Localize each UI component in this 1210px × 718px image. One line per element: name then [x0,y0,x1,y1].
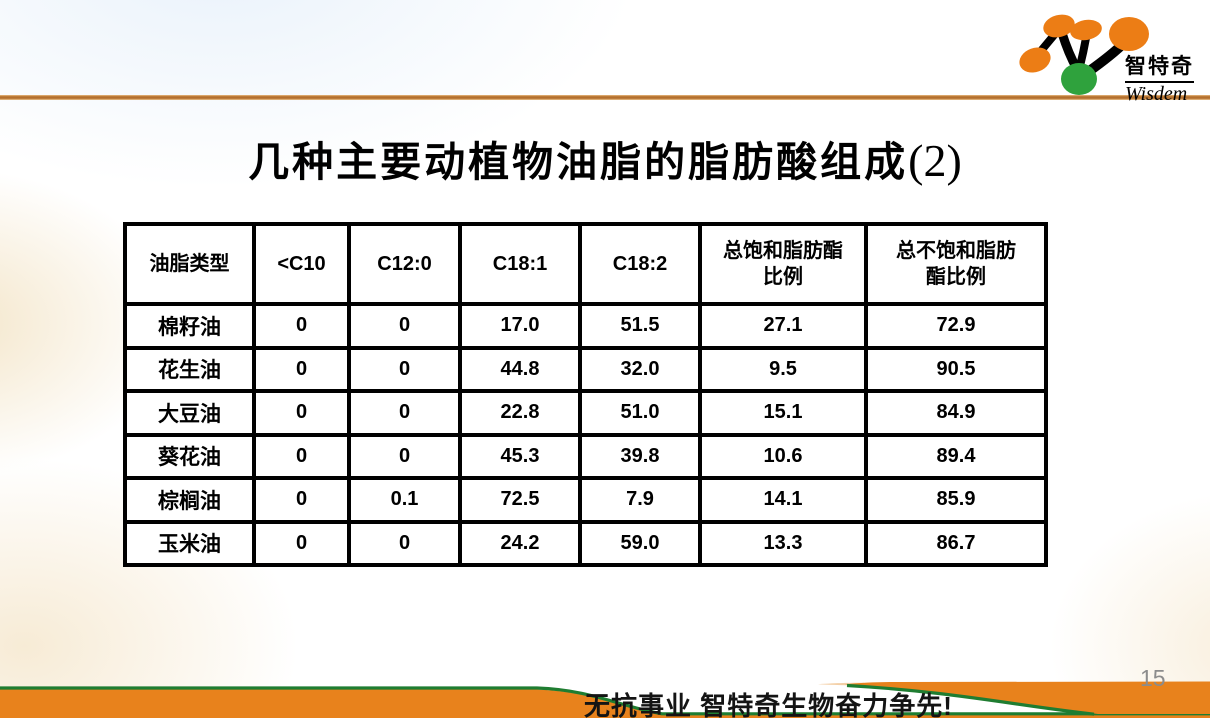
table-row-cottonseed: 棉籽油 0 0 17.0 51.5 27.1 72.9 [123,302,1048,350]
cell-value: 0 [347,432,462,480]
col-header-c18-2: C18:2 [578,222,702,306]
cell-value: 0 [347,302,462,350]
cell-value: 14.1 [698,476,868,524]
cell-oil-name: 玉米油 [123,519,256,567]
col-header-c12: C12:0 [347,222,462,306]
cell-value: 22.8 [458,389,582,437]
cell-value: 89.4 [864,432,1048,480]
cell-value: 0 [347,389,462,437]
cell-value: 72.9 [864,302,1048,350]
table-row-sunflower: 葵花油 0 0 45.3 39.8 10.6 89.4 [123,432,1048,480]
cell-value: 9.5 [698,345,868,393]
col-header-c10: <C10 [252,222,351,306]
header-divider-line [0,95,1210,100]
slide-title-suffix: (2) [908,135,962,186]
footer-banner: 无抗事业 智特奇生物奋力争先! 15 [0,654,1210,718]
cell-value: 84.9 [864,389,1048,437]
cell-value: 7.9 [578,476,702,524]
cell-oil-name: 大豆油 [123,389,256,437]
cell-oil-name: 花生油 [123,345,256,393]
footer-ribbon-graphic [0,681,1210,718]
company-logo: 智特奇 Wisdem [1006,2,1206,105]
cell-value: 27.1 [698,302,868,350]
cell-value: 0 [252,389,351,437]
col-header-oil-type: 油脂类型 [123,222,256,306]
table-header-row: 油脂类型 <C10 C12:0 C18:1 C18:2 总饱和脂肪酯 比例 总不… [123,222,1048,306]
cell-value: 39.8 [578,432,702,480]
cell-value: 44.8 [458,345,582,393]
cell-value: 0 [252,345,351,393]
cell-value: 0 [252,476,351,524]
col-header-saturated-ratio: 总饱和脂肪酯 比例 [698,222,868,306]
cell-value: 0 [252,432,351,480]
cell-value: 13.3 [698,519,868,567]
fatty-acid-composition-table: 油脂类型 <C10 C12:0 C18:1 C18:2 总饱和脂肪酯 比例 总不… [123,222,1048,567]
footer-slogan: 无抗事业 智特奇生物奋力争先! [584,691,953,718]
cell-value: 0.1 [347,476,462,524]
col-header-c18-1: C18:1 [458,222,582,306]
cell-oil-name: 棕榈油 [123,476,256,524]
logo-text: 智特奇 Wisdem [1125,50,1194,106]
cell-value: 51.5 [578,302,702,350]
table-row-peanut: 花生油 0 0 44.8 32.0 9.5 90.5 [123,345,1048,393]
cell-value: 45.3 [458,432,582,480]
logo-molecule-icon [1019,14,1149,95]
cell-value: 72.5 [458,476,582,524]
cell-oil-name: 棉籽油 [123,302,256,350]
cell-value: 10.6 [698,432,868,480]
cell-value: 0 [252,519,351,567]
page-number: 15 [1140,665,1166,691]
col-header-unsaturated-ratio: 总不饱和脂肪 酯比例 [864,222,1048,306]
cell-value: 0 [252,302,351,350]
cell-value: 32.0 [578,345,702,393]
cell-value: 86.7 [864,519,1048,567]
slide-title: 几种主要动植物油脂的脂肪酸组成(2) [0,128,1210,188]
table-row-corn: 玉米油 0 0 24.2 59.0 13.3 86.7 [123,519,1048,567]
table-row-palm: 棕榈油 0 0.1 72.5 7.9 14.1 85.9 [123,476,1048,524]
cell-value: 59.0 [578,519,702,567]
cell-value: 0 [347,519,462,567]
cell-value: 51.0 [578,389,702,437]
cell-oil-name: 葵花油 [123,432,256,480]
table-row-soybean: 大豆油 0 0 22.8 51.0 15.1 84.9 [123,389,1048,437]
cell-value: 90.5 [864,345,1048,393]
logo-cn-text: 智特奇 [1125,50,1194,83]
logo-en-text: Wisdem [1125,83,1188,105]
cell-value: 17.0 [458,302,582,350]
cell-value: 15.1 [698,389,868,437]
cell-value: 24.2 [458,519,582,567]
cell-value: 85.9 [864,476,1048,524]
cell-value: 0 [347,345,462,393]
slide-title-main: 几种主要动植物油脂的脂肪酸组成 [248,139,909,185]
